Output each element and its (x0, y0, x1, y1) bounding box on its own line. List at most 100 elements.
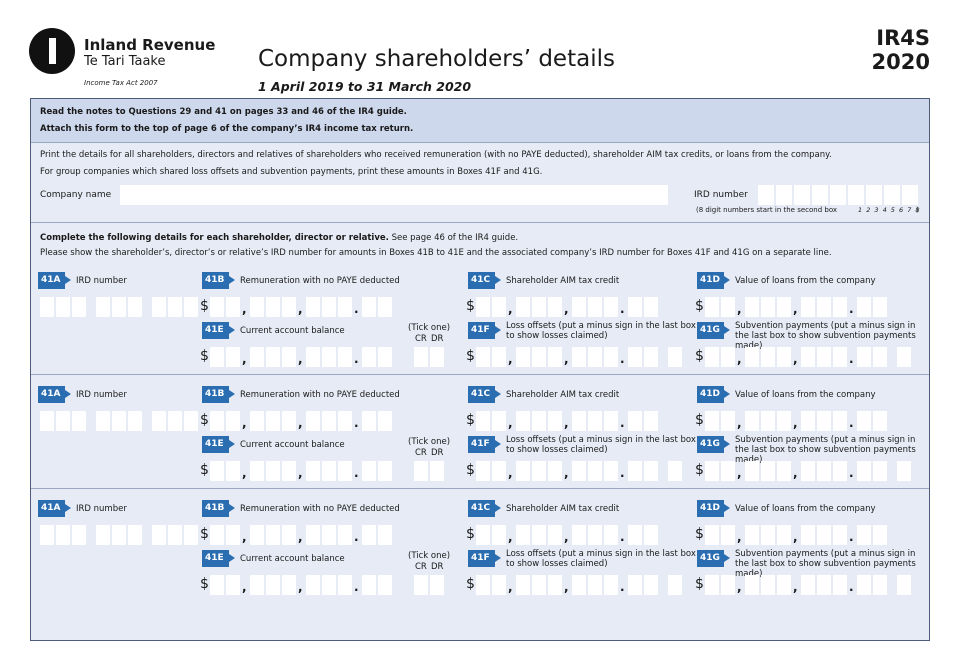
digit-box[interactable] (168, 297, 182, 317)
digit-box[interactable] (668, 575, 682, 595)
digit-box[interactable] (476, 297, 490, 317)
digit-box[interactable] (857, 297, 871, 317)
digit-box[interactable] (56, 411, 70, 431)
digit-box[interactable] (857, 461, 871, 481)
digit-box[interactable] (168, 525, 182, 545)
digit-box[interactable] (801, 525, 815, 545)
digit-box[interactable] (833, 411, 847, 431)
digit-box[interactable] (322, 575, 336, 595)
digit-box[interactable] (604, 525, 618, 545)
digit-box[interactable] (628, 525, 642, 545)
digit-box[interactable] (282, 297, 296, 317)
digit-box[interactable] (897, 461, 911, 481)
digit-box[interactable] (761, 297, 775, 317)
digit-box[interactable] (476, 525, 490, 545)
digit-box[interactable] (745, 461, 759, 481)
digit-box[interactable] (362, 525, 376, 545)
digit-box[interactable] (588, 575, 602, 595)
digit-box[interactable] (588, 297, 602, 317)
digit-box[interactable] (857, 525, 871, 545)
digit-box[interactable] (306, 297, 320, 317)
digit-box[interactable] (532, 347, 546, 367)
digit-box[interactable] (362, 411, 376, 431)
digit-box[interactable] (210, 347, 224, 367)
digit-box[interactable] (72, 297, 86, 317)
digit-box[interactable] (668, 347, 682, 367)
digit-box[interactable] (532, 297, 546, 317)
tick-box[interactable] (414, 347, 428, 367)
digit-box[interactable] (476, 461, 490, 481)
digit-box[interactable] (857, 347, 871, 367)
digit-box[interactable] (745, 411, 759, 431)
digit-box[interactable] (745, 347, 759, 367)
digit-box[interactable] (96, 297, 110, 317)
digit-box[interactable] (588, 347, 602, 367)
digit-box[interactable] (801, 575, 815, 595)
ird-box[interactable] (902, 185, 918, 205)
digit-box[interactable] (628, 411, 642, 431)
tick-box[interactable] (430, 461, 444, 481)
digit-box[interactable] (266, 575, 280, 595)
digit-box[interactable] (338, 575, 352, 595)
digit-box[interactable] (572, 461, 586, 481)
digit-box[interactable] (857, 411, 871, 431)
ird-box[interactable] (794, 185, 810, 205)
digit-box[interactable] (152, 297, 166, 317)
digit-box[interactable] (338, 347, 352, 367)
digit-box[interactable] (532, 461, 546, 481)
digit-box[interactable] (112, 297, 126, 317)
digit-box[interactable] (761, 575, 775, 595)
digit-box[interactable] (604, 411, 618, 431)
digit-box[interactable] (532, 525, 546, 545)
digit-box[interactable] (873, 525, 887, 545)
digit-box[interactable] (548, 347, 562, 367)
digit-box[interactable] (777, 461, 791, 481)
digit-box[interactable] (72, 411, 86, 431)
digit-box[interactable] (378, 525, 392, 545)
digit-box[interactable] (210, 575, 224, 595)
digit-box[interactable] (777, 297, 791, 317)
digit-box[interactable] (873, 575, 887, 595)
digit-box[interactable] (338, 525, 352, 545)
digit-box[interactable] (40, 297, 54, 317)
digit-box[interactable] (266, 411, 280, 431)
digit-box[interactable] (306, 461, 320, 481)
digit-box[interactable] (548, 461, 562, 481)
tick-box[interactable] (414, 575, 428, 595)
digit-box[interactable] (362, 297, 376, 317)
digit-box[interactable] (210, 297, 224, 317)
digit-box[interactable] (817, 297, 831, 317)
digit-box[interactable] (210, 461, 224, 481)
digit-box[interactable] (516, 297, 530, 317)
digit-box[interactable] (777, 575, 791, 595)
digit-box[interactable] (516, 525, 530, 545)
digit-box[interactable] (492, 297, 506, 317)
ird-box[interactable] (830, 185, 846, 205)
digit-box[interactable] (833, 297, 847, 317)
digit-box[interactable] (817, 461, 831, 481)
digit-box[interactable] (40, 525, 54, 545)
digit-box[interactable] (152, 411, 166, 431)
digit-box[interactable] (226, 525, 240, 545)
digit-box[interactable] (112, 411, 126, 431)
digit-box[interactable] (168, 411, 182, 431)
digit-box[interactable] (282, 347, 296, 367)
digit-box[interactable] (548, 411, 562, 431)
digit-box[interactable] (322, 461, 336, 481)
digit-box[interactable] (588, 411, 602, 431)
digit-box[interactable] (721, 461, 735, 481)
digit-box[interactable] (745, 297, 759, 317)
ird-box[interactable] (776, 185, 792, 205)
digit-box[interactable] (362, 461, 376, 481)
digit-box[interactable] (226, 297, 240, 317)
digit-box[interactable] (152, 525, 166, 545)
digit-box[interactable] (548, 575, 562, 595)
digit-box[interactable] (226, 411, 240, 431)
digit-box[interactable] (128, 297, 142, 317)
digit-box[interactable] (644, 461, 658, 481)
ird-box[interactable] (884, 185, 900, 205)
digit-box[interactable] (250, 347, 264, 367)
digit-box[interactable] (128, 411, 142, 431)
digit-box[interactable] (897, 347, 911, 367)
digit-box[interactable] (761, 347, 775, 367)
